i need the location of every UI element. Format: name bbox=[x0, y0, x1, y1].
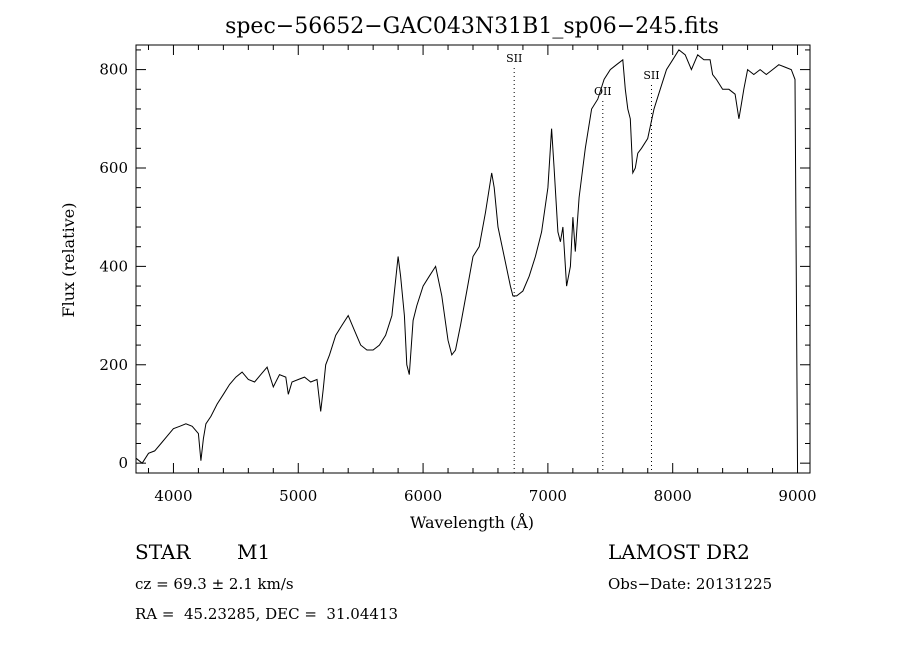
object-class: STAR bbox=[135, 540, 191, 564]
x-axis-label: Wavelength (Å) bbox=[410, 512, 534, 532]
x-tick-label: 7000 bbox=[529, 487, 567, 505]
y-tick-label: 0 bbox=[118, 454, 128, 472]
x-tick-label: 9000 bbox=[778, 487, 816, 505]
line-marker-label: OII bbox=[594, 85, 612, 98]
chart-title: spec−56652−GAC043N31B1_sp06−245.fits bbox=[225, 14, 719, 39]
x-tick-label: 4000 bbox=[154, 487, 192, 505]
y-tick-label: 600 bbox=[99, 159, 128, 177]
x-tick-label: 5000 bbox=[279, 487, 317, 505]
x-tick-label: 8000 bbox=[654, 487, 692, 505]
line-marker-label: SII bbox=[643, 69, 659, 82]
y-axis-label: Flux (relative) bbox=[59, 203, 78, 318]
y-tick-label: 400 bbox=[99, 257, 128, 275]
observation-date: Obs−Date: 20131225 bbox=[608, 575, 773, 593]
coordinates: RA = 45.23285, DEC = 31.04413 bbox=[135, 605, 399, 623]
line-marker-label: SII bbox=[506, 52, 522, 65]
redshift-cz: cz = 69.3 ± 2.1 km/s bbox=[135, 575, 294, 593]
survey-name: LAMOST DR2 bbox=[608, 540, 750, 564]
object-subclass: M1 bbox=[237, 540, 271, 564]
spectrum-line bbox=[135, 49, 798, 464]
x-tick-label: 6000 bbox=[404, 487, 442, 505]
y-tick-label: 800 bbox=[99, 61, 128, 79]
y-tick-label: 200 bbox=[99, 356, 128, 374]
